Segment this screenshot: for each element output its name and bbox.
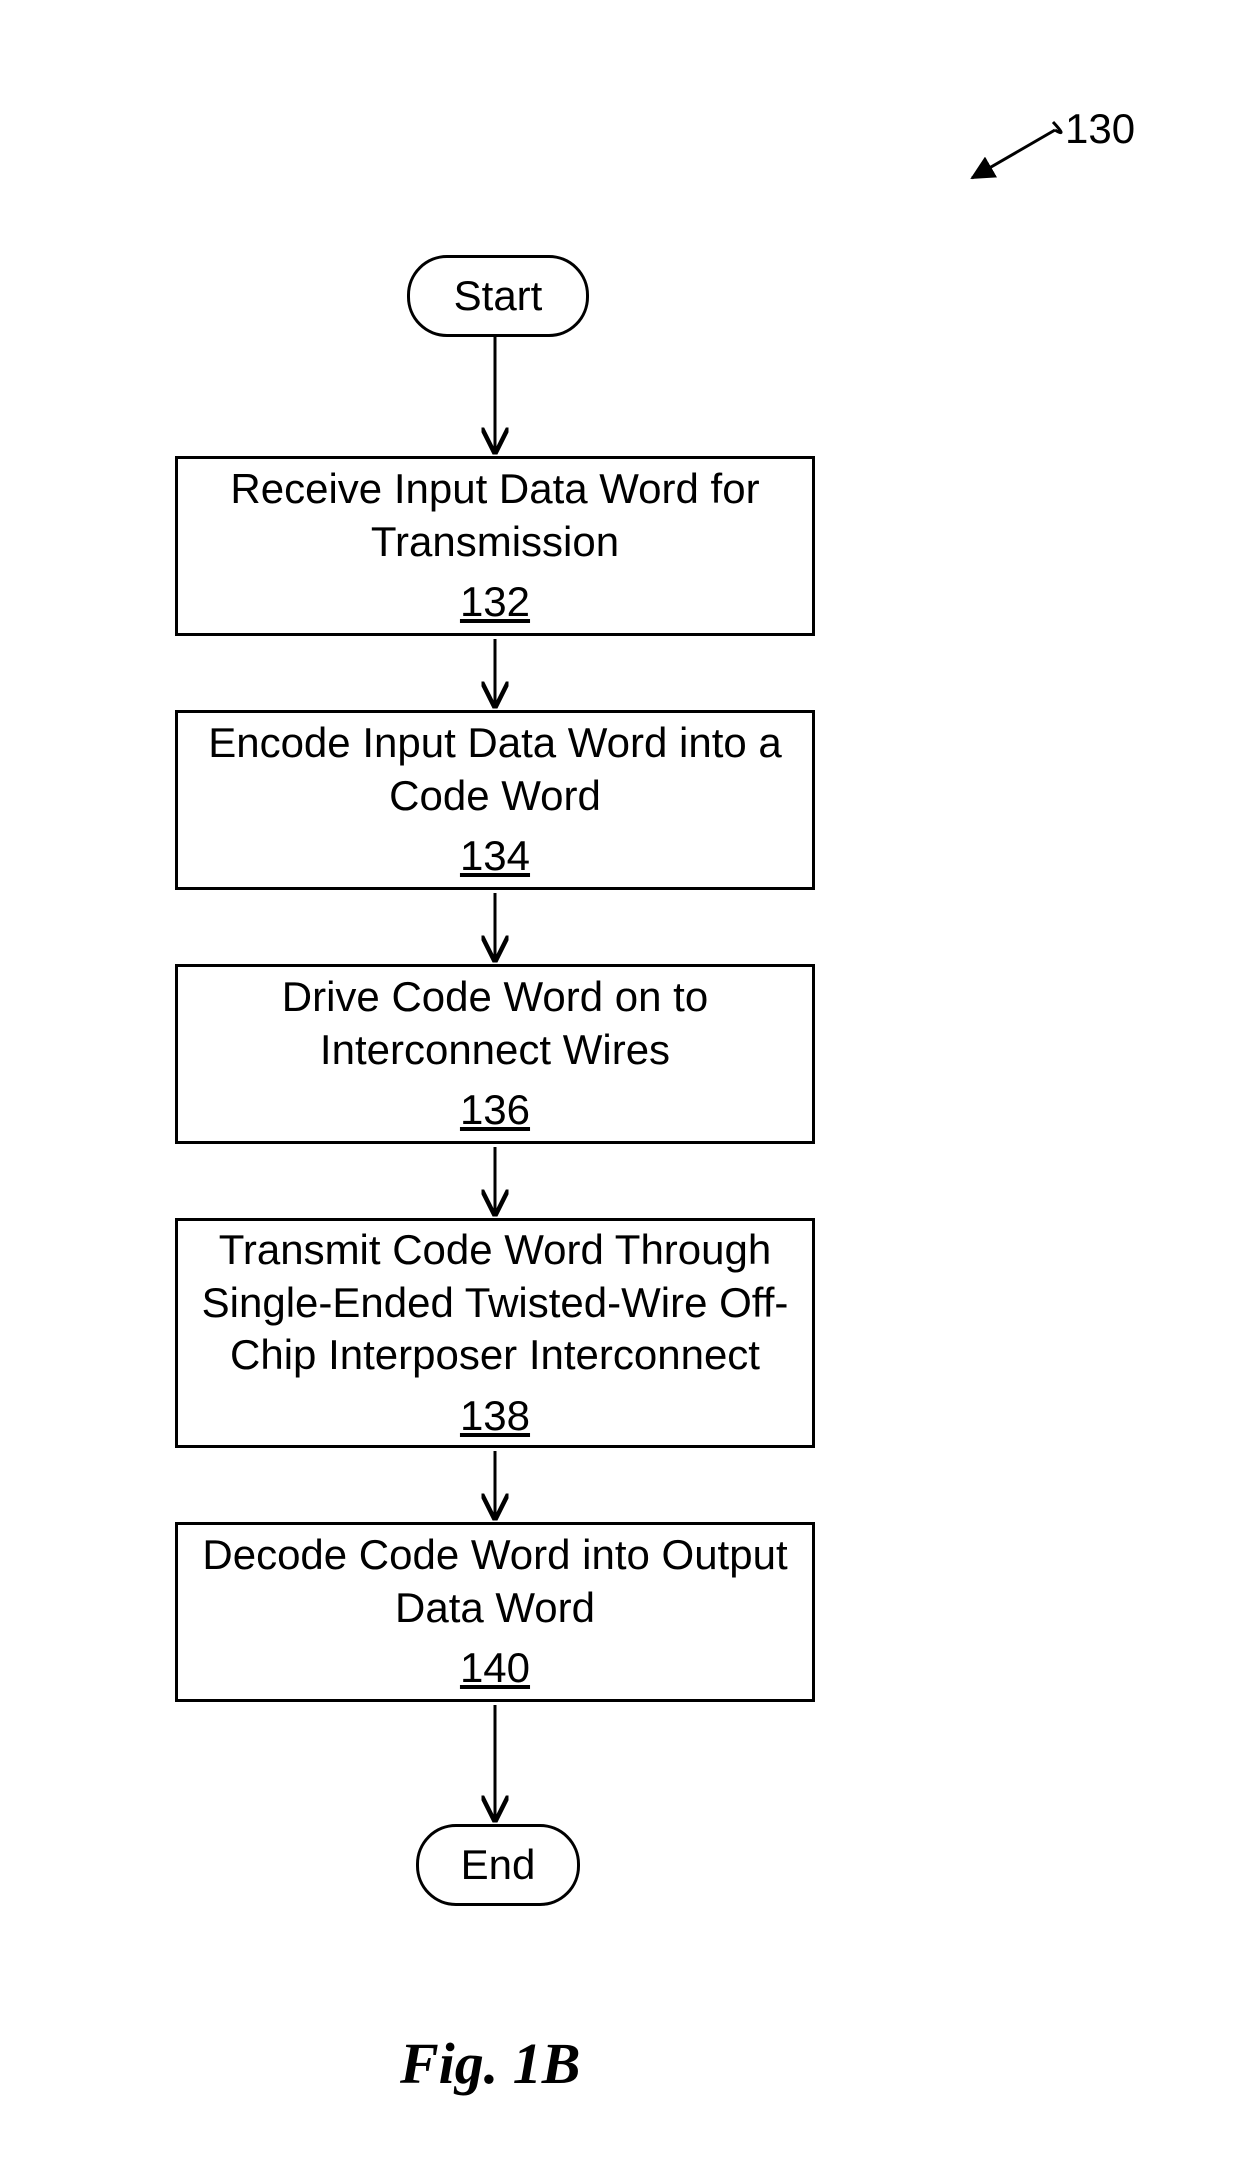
terminal-start-label: Start bbox=[454, 272, 543, 320]
process-ref: 132 bbox=[460, 576, 530, 629]
process-text: Encode Input Data Word into aCode Word bbox=[208, 717, 782, 822]
process-ref: 140 bbox=[460, 1642, 530, 1695]
process-step-134: Encode Input Data Word into aCode Word 1… bbox=[175, 710, 815, 890]
figure-ref-number: 130 bbox=[1065, 105, 1135, 153]
terminal-end-label: End bbox=[461, 1841, 536, 1889]
process-text: Receive Input Data Word forTransmission bbox=[230, 463, 759, 568]
process-ref: 136 bbox=[460, 1084, 530, 1137]
terminal-end: End bbox=[416, 1824, 580, 1906]
process-step-132: Receive Input Data Word forTransmission … bbox=[175, 456, 815, 636]
process-text: Transmit Code Word ThroughSingle-Ended T… bbox=[202, 1224, 789, 1382]
process-step-140: Decode Code Word into OutputData Word 14… bbox=[175, 1522, 815, 1702]
figure-ref-arrow bbox=[972, 122, 1061, 178]
process-ref: 134 bbox=[460, 830, 530, 883]
process-ref: 138 bbox=[460, 1390, 530, 1443]
process-step-136: Drive Code Word on toInterconnect Wires … bbox=[175, 964, 815, 1144]
process-text: Drive Code Word on toInterconnect Wires bbox=[282, 971, 708, 1076]
flowchart-canvas: 130 Start Receive Input Data Word forTra… bbox=[0, 0, 1240, 2173]
process-step-138: Transmit Code Word ThroughSingle-Ended T… bbox=[175, 1218, 815, 1448]
figure-caption: Fig. 1B bbox=[400, 2030, 581, 2097]
terminal-start: Start bbox=[407, 255, 589, 337]
process-text: Decode Code Word into OutputData Word bbox=[202, 1529, 787, 1634]
